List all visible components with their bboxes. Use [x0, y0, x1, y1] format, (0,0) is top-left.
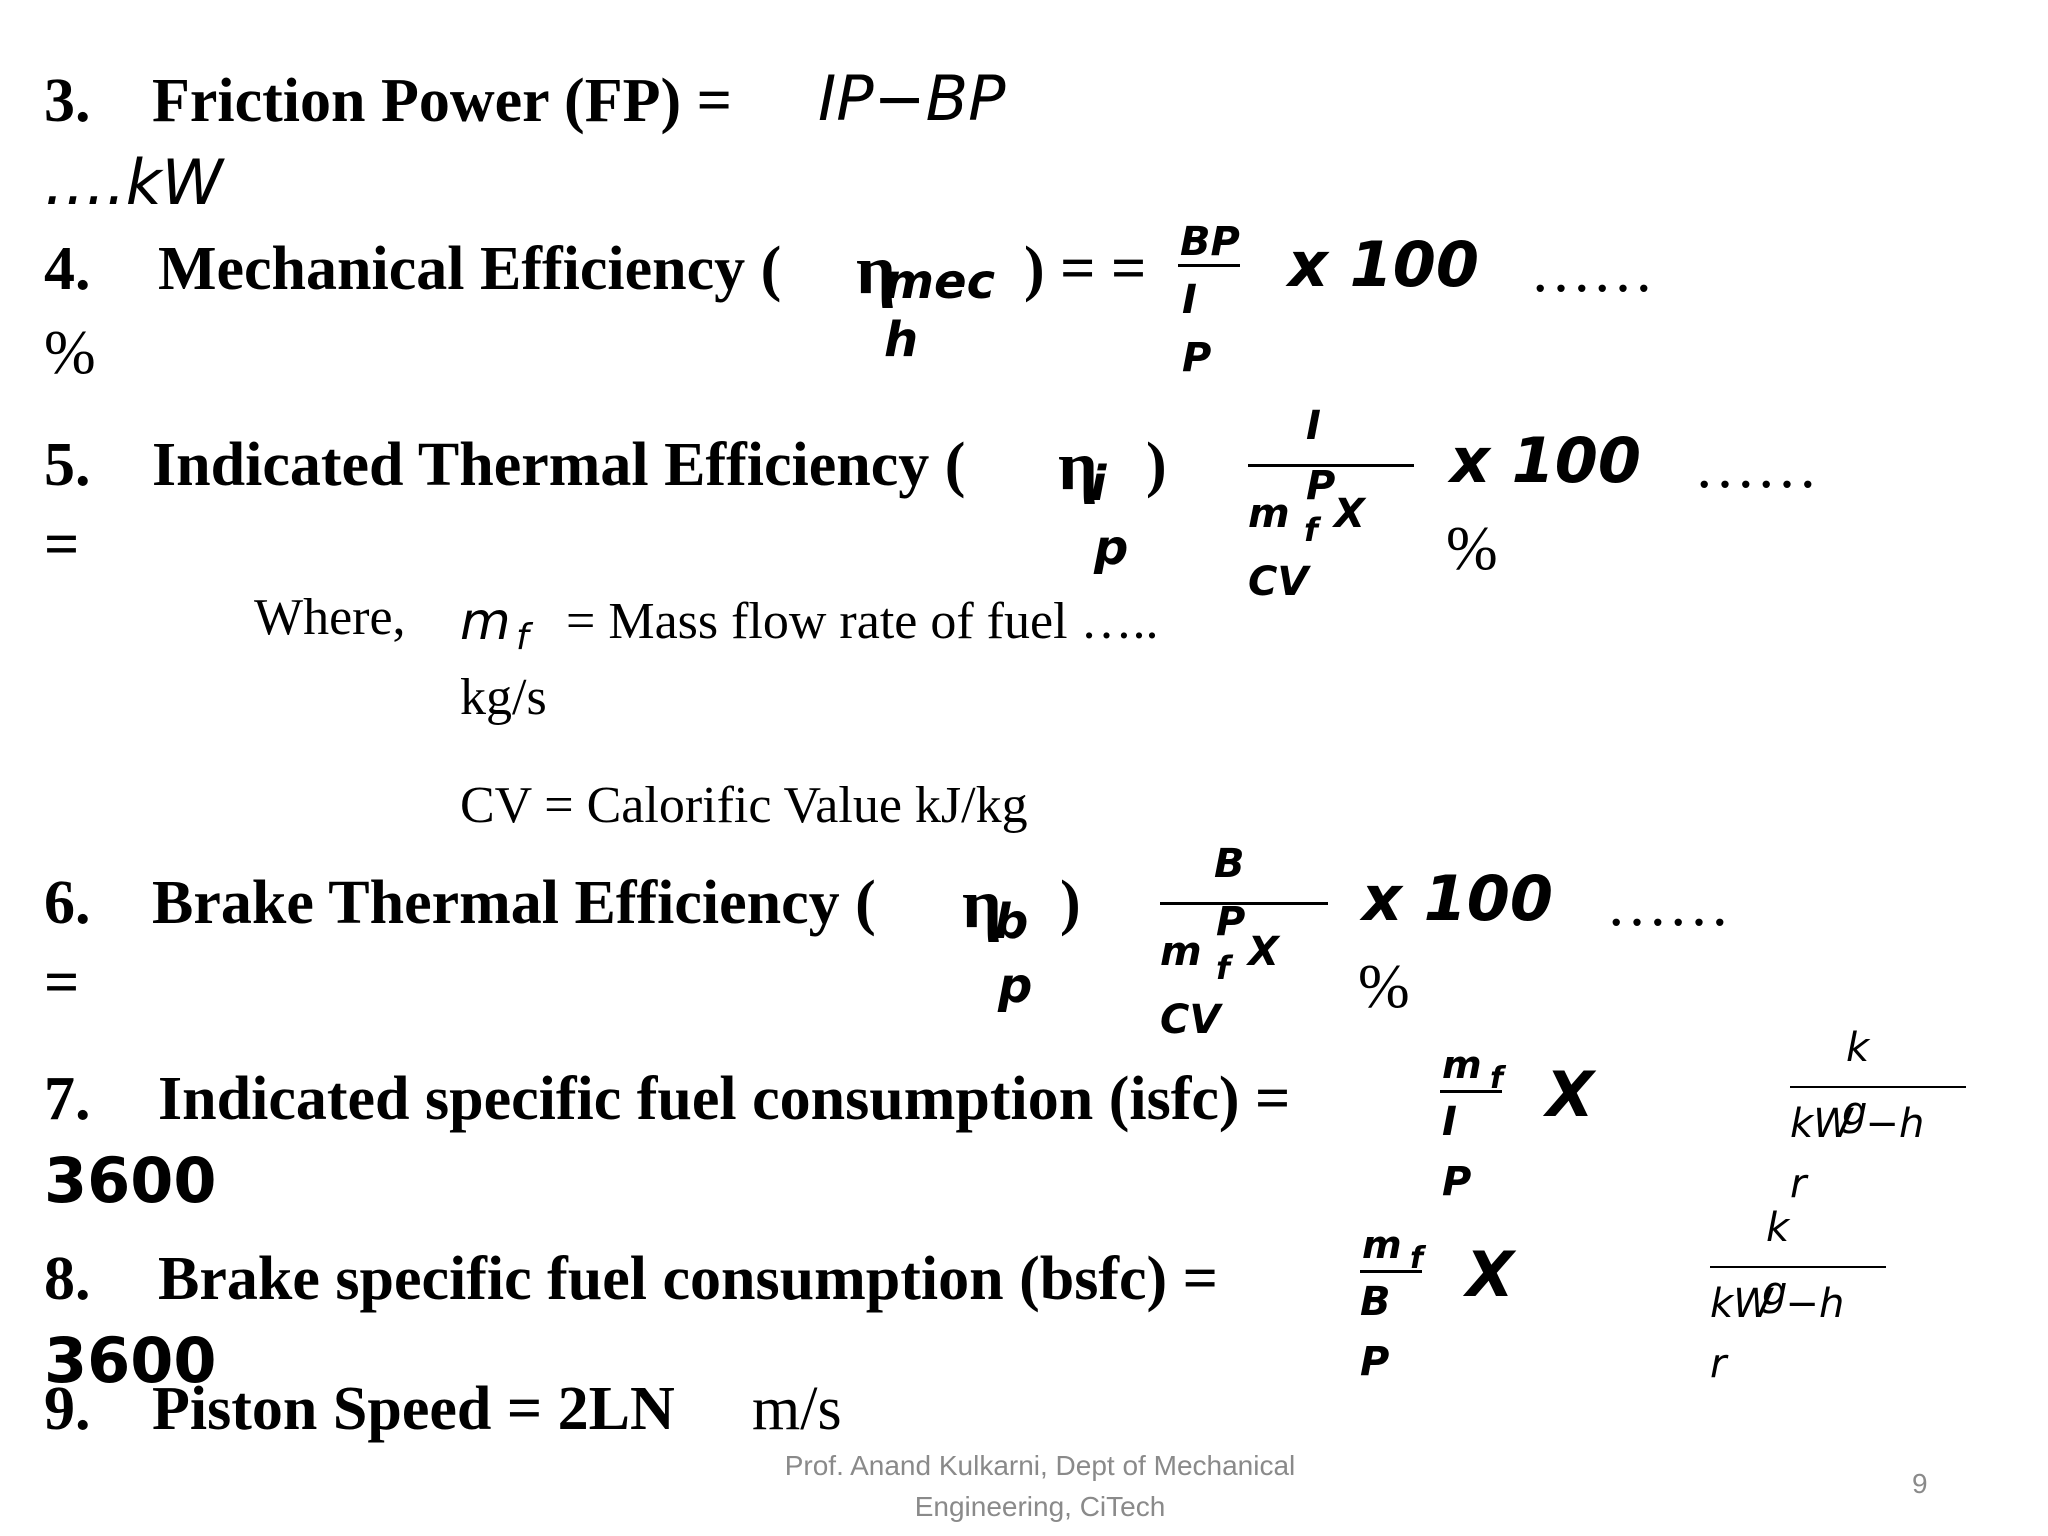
item-6-dots: ……: [1606, 871, 1730, 939]
item-4-close: ) = =: [1024, 235, 1147, 303]
footer-author: Prof. Anand Kulkarni, Dept of Mechanical…: [700, 1446, 1380, 1527]
it-fraction-denominator-cv: CV: [1248, 559, 1309, 605]
isfc-unit-numerator: k: [1846, 1025, 1870, 1071]
isfc-times: X: [1546, 1058, 1594, 1131]
item-7-label: Indicated specific fuel consumption (isf…: [158, 1065, 1291, 1133]
item-9-unit: m/s: [752, 1375, 842, 1443]
eta-mech-subscript-line2: h: [884, 312, 919, 368]
item-5-label: Indicated Thermal Efficiency (: [152, 431, 966, 499]
mf-definition: = Mass flow rate of fuel …..: [566, 593, 1159, 650]
item-5-times-100: x 100: [1450, 424, 1641, 497]
item-6-number: 6.: [44, 869, 91, 937]
isfc-unit-denominator: kW −h: [1790, 1101, 1925, 1147]
item-6-label: Brake Thermal Efficiency (: [152, 869, 876, 937]
it-fraction-numerator-line2: P: [1306, 463, 1336, 509]
page-number: 9: [1912, 1468, 1928, 1499]
isfc-fraction-numerator-mf-sub: f: [1490, 1061, 1504, 1096]
bt-fraction-numerator-line2: P: [1216, 899, 1246, 945]
bsfc-fraction-denominator-line1: B: [1360, 1279, 1391, 1325]
bsfc-unit-numerator: k: [1766, 1205, 1790, 1251]
mech-fraction-bar: [1178, 264, 1240, 267]
eta-mech-subscript-line1: mec: [884, 254, 996, 310]
item-6-unit: %: [1358, 953, 1410, 1021]
isfc-unit-bar: [1790, 1086, 1966, 1088]
mech-fraction-denominator-line1: I: [1182, 277, 1197, 323]
bsfc-unit-r: r: [1710, 1341, 1727, 1387]
item-6-equals: =: [44, 949, 80, 1017]
eta-indicated-thermal-symbol: η: [1058, 428, 1098, 505]
bt-fraction-denominator-mf-sub: f: [1216, 949, 1230, 987]
item-5-number: 5.: [44, 431, 91, 499]
item-8-number: 8.: [44, 1245, 91, 1313]
item-4-dots: ……: [1530, 237, 1654, 305]
item-3-unit: ….kW: [44, 146, 223, 219]
item-8-label: Brake specific fuel consumption (bsfc) =: [158, 1245, 1218, 1313]
isfc-unit-g: g: [1842, 1089, 1868, 1135]
item-3-label: Friction Power (FP) =: [152, 67, 732, 135]
footer-author-line2: Engineering, CiTech: [914, 1490, 1166, 1522]
item-5-close: ): [1146, 431, 1167, 499]
bsfc-fraction-numerator-mf-sub: f: [1410, 1241, 1424, 1276]
item-4-unit: %: [44, 319, 96, 387]
mf-subscript: f: [516, 617, 529, 658]
isfc-fraction-denominator-line1: I: [1442, 1099, 1457, 1145]
item-9-label: Piston Speed = 2LN: [152, 1375, 675, 1443]
it-fraction-denominator-x: X: [1334, 491, 1365, 537]
where-label: Where,: [254, 589, 406, 646]
item-5-equals: =: [44, 511, 80, 579]
bsfc-unit-g: g: [1762, 1269, 1788, 1315]
bsfc-fraction-denominator-line2: P: [1360, 1339, 1390, 1385]
it-fraction-denominator-mf-sub: f: [1304, 511, 1318, 549]
item-3-expression: IP−BP: [818, 62, 1006, 135]
bt-fraction-denominator-x: X: [1248, 929, 1279, 975]
item-6-times-100: x 100: [1362, 862, 1553, 935]
bsfc-value-3600: 3600: [44, 1324, 217, 1397]
bsfc-times: X: [1466, 1238, 1514, 1311]
isfc-fraction-numerator-mf: m: [1442, 1043, 1482, 1087]
item-9-number: 9.: [44, 1375, 91, 1443]
isfc-fraction-bar: [1440, 1090, 1502, 1093]
item-4-label: Mechanical Efficiency (: [158, 235, 782, 303]
bt-fraction-denominator-mf: m: [1160, 929, 1202, 975]
bt-fraction-bar: [1160, 902, 1328, 905]
bsfc-fraction-numerator-mf: m: [1362, 1223, 1402, 1267]
mech-fraction-denominator-line2: P: [1182, 335, 1212, 381]
eta-bt-subscript-line1: b: [994, 894, 1029, 950]
item-6-close: ): [1060, 869, 1081, 937]
eta-brake-thermal-symbol: η: [962, 866, 1002, 943]
eta-mech-symbol: η: [856, 232, 896, 309]
bsfc-unit-denominator: kW −h: [1710, 1281, 1845, 1327]
bsfc-fraction-bar: [1360, 1270, 1422, 1273]
mf-symbol: m: [460, 592, 511, 652]
item-4-number: 4.: [44, 235, 91, 303]
isfc-value-3600: 3600: [44, 1144, 217, 1217]
isfc-unit-r: r: [1790, 1161, 1807, 1207]
item-5-unit: %: [1446, 515, 1498, 583]
it-fraction-numerator-line1: I: [1306, 403, 1321, 449]
item-5-dots: ……: [1694, 433, 1818, 501]
mech-fraction-numerator: BP: [1180, 219, 1240, 265]
item-7-number: 7.: [44, 1065, 91, 1133]
cv-definition: CV = Calorific Value kJ/kg: [460, 777, 1028, 834]
eta-it-subscript-line1: i: [1090, 456, 1107, 512]
it-fraction-denominator-mf: m: [1248, 491, 1290, 537]
bsfc-unit-bar: [1710, 1266, 1886, 1268]
eta-bt-subscript-line2: p: [998, 958, 1033, 1014]
eta-it-subscript-line2: p: [1094, 520, 1129, 576]
it-fraction-bar: [1248, 464, 1414, 467]
item-4-times-100: x 100: [1288, 228, 1479, 301]
footer-author-line1: Prof. Anand Kulkarni, Dept of Mechanical: [784, 1450, 1296, 1481]
item-3-number: 3.: [44, 67, 91, 135]
mf-unit: kg/s: [460, 669, 547, 726]
isfc-fraction-denominator-line2: P: [1442, 1159, 1472, 1205]
bt-fraction-denominator-cv: CV: [1160, 997, 1221, 1043]
bt-fraction-numerator-line1: B: [1214, 841, 1245, 887]
